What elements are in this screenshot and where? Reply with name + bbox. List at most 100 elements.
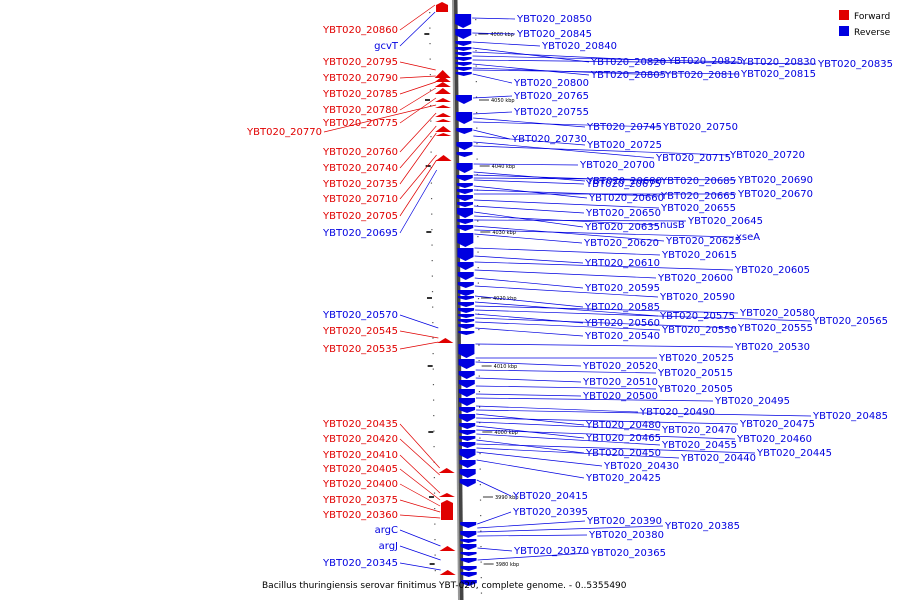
reverse-gene-label: YBT020_20430 xyxy=(603,461,679,472)
reverse-leader-line xyxy=(476,439,585,454)
forward-gene-label: YBT020_20410 xyxy=(322,450,398,461)
reverse-leader-line xyxy=(474,219,687,222)
forward-gene-label: YBT020_20405 xyxy=(322,464,398,475)
forward-leader-line xyxy=(399,125,437,169)
left-dot xyxy=(430,198,433,200)
reverse-gene-label: YBT020_20425 xyxy=(585,473,661,484)
reverse-leader-line xyxy=(472,55,740,63)
forward-leader-line xyxy=(399,112,437,153)
reverse-leader-line xyxy=(474,301,659,317)
forward-leader-line xyxy=(399,483,441,507)
reverse-leader-line xyxy=(474,225,665,242)
reverse-leader-line xyxy=(476,447,680,459)
reverse-leader-line xyxy=(473,199,660,209)
reverse-gene xyxy=(459,423,476,429)
right-dot xyxy=(476,205,479,207)
forward-leader-line xyxy=(399,4,436,31)
forward-gene xyxy=(434,88,451,94)
reverse-leader-line xyxy=(477,525,664,533)
reverse-leader-line xyxy=(477,547,513,552)
reverse-leader-line xyxy=(473,177,737,181)
forward-gene xyxy=(438,468,455,473)
reverse-leader-line xyxy=(474,205,585,214)
reverse-leader-line xyxy=(475,309,812,322)
reverse-leader-line xyxy=(473,141,655,159)
reverse-gene-label: YBT020_20485 xyxy=(812,411,888,422)
reverse-leader-line xyxy=(472,17,516,20)
reverse-leader-line xyxy=(473,117,586,128)
reverse-gene-label: YBT020_20745 xyxy=(586,122,662,133)
reverse-gene-label: YBT020_20390 xyxy=(586,516,662,527)
reverse-gene-label: YBT020_20625 xyxy=(665,236,741,247)
forward-gene-label: YBT020_20345 xyxy=(322,558,398,569)
reverse-gene-label: YBT020_20575 xyxy=(659,311,735,322)
right-dot xyxy=(475,65,477,67)
reverse-leader-line xyxy=(477,534,588,537)
left-dot xyxy=(431,213,433,215)
tick-label: 3980 kbp xyxy=(496,562,520,568)
reverse-leader-line xyxy=(477,511,512,525)
right-dot xyxy=(479,453,481,455)
reverse-gene-label: YBT020_20550 xyxy=(661,325,737,336)
reverse-gene xyxy=(459,442,476,448)
reverse-leader-line xyxy=(474,211,584,228)
reverse-leader-line xyxy=(476,479,512,497)
reverse-leader-line xyxy=(475,369,657,374)
reverse-leader-line xyxy=(473,174,660,182)
reverse-gene xyxy=(456,195,473,201)
forward-gene-label: YBT020_20695 xyxy=(322,228,398,239)
left-dot xyxy=(430,136,432,138)
reverse-leader-line xyxy=(472,41,541,47)
reverse-gene xyxy=(458,371,475,379)
reverse-leader-line xyxy=(473,129,511,140)
reverse-gene xyxy=(455,57,472,61)
forward-gene-label: YBT020_20770 xyxy=(246,127,322,138)
legend-reverse-swatch xyxy=(839,26,849,36)
forward-gene-label: YBT020_20360 xyxy=(322,510,398,521)
reverse-leader-line xyxy=(474,295,584,308)
right-dot xyxy=(479,422,481,424)
left-dot xyxy=(434,523,436,525)
reverse-gene-label: YBT020_20525 xyxy=(658,353,734,364)
right-dot xyxy=(480,561,482,563)
reverse-gene-label: YBT020_20365 xyxy=(590,548,666,559)
left-dot xyxy=(430,182,433,184)
reverse-gene-label: YBT020_20660 xyxy=(588,193,664,204)
forward-gene-label: YBT020_20710 xyxy=(322,194,398,205)
reverse-gene xyxy=(458,359,475,369)
reverse-gene xyxy=(456,189,473,194)
right-dot xyxy=(475,19,477,21)
reverse-gene-label: YBT020_20685 xyxy=(660,176,736,187)
left-dot xyxy=(434,554,436,556)
reverse-gene-label: YBT020_20670 xyxy=(737,189,813,200)
reverse-leader-line xyxy=(477,552,590,561)
forward-leader-line xyxy=(399,75,436,79)
forward-gene xyxy=(435,113,452,117)
reverse-gene-label: YBT020_20580 xyxy=(739,308,815,319)
reverse-gene-label: YBT020_20450 xyxy=(585,448,661,459)
left-dot xyxy=(433,492,436,494)
reverse-gene-label: nusB xyxy=(660,220,685,231)
reverse-gene-label: YBT020_20610 xyxy=(584,258,660,269)
left-dot xyxy=(432,399,435,401)
forward-leader-line xyxy=(399,514,441,519)
reverse-gene xyxy=(460,531,477,538)
right-dot xyxy=(479,484,481,486)
left-dot xyxy=(430,120,432,122)
forward-gene-label: YBT020_20735 xyxy=(322,179,398,190)
reverse-leader-line xyxy=(473,145,729,156)
forward-leader-line xyxy=(399,545,441,561)
reverse-gene-label: YBT020_20475 xyxy=(739,419,815,430)
reverse-gene-label: YBT020_20460 xyxy=(736,434,812,445)
reverse-leader-line xyxy=(472,95,513,99)
forward-gene xyxy=(435,133,452,136)
left-dot xyxy=(432,353,434,355)
reverse-gene xyxy=(460,544,477,550)
left-dot xyxy=(431,229,433,231)
reverse-gene-label: YBT020_20590 xyxy=(659,292,735,303)
reverse-gene-label: xseA xyxy=(736,232,760,243)
reverse-gene-label: YBT020_20675 xyxy=(585,179,661,190)
forward-leader-line xyxy=(399,438,440,476)
right-dot xyxy=(479,468,481,470)
